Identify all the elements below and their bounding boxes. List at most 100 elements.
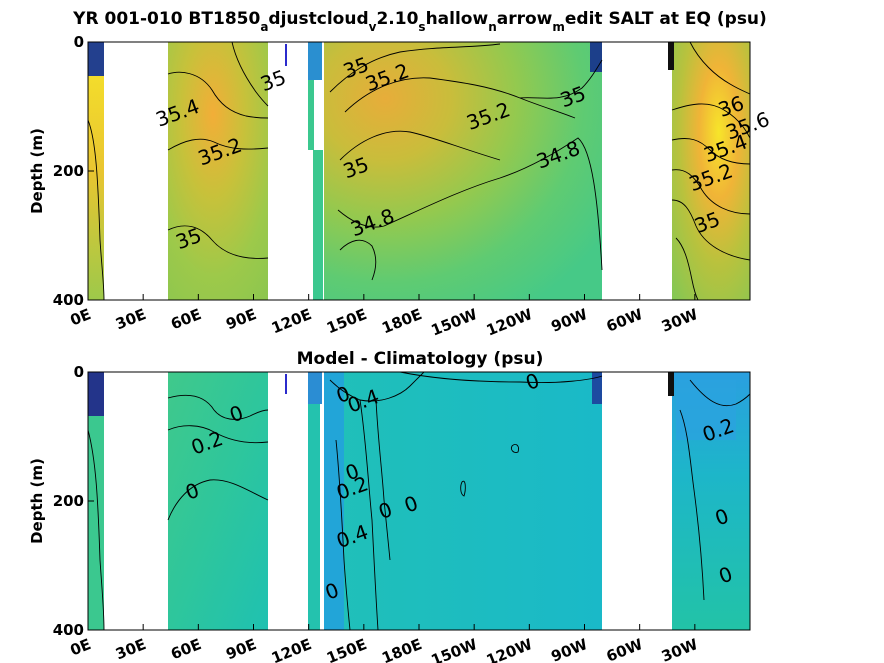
x-tick-label: 180E (379, 305, 424, 337)
contour-35-pac (339, 130, 501, 161)
diff-feature-5 (285, 374, 287, 394)
x-tick-label: 150E (324, 305, 369, 337)
x-tick-label: 30W (659, 635, 701, 663)
contour-35.2-pac (344, 77, 576, 119)
coastal-fresh-feature (88, 42, 104, 76)
coastal-fresh-feature-2 (308, 42, 322, 80)
x-tick-label: 90E (223, 305, 259, 333)
field-strait-strip (308, 372, 314, 630)
salinity-x-ticks: 0E 30E 60E 90E 120E 150E 180E 150W 120W 90W 60W 30W (68, 294, 701, 340)
x-tick-label: 30W (659, 305, 701, 336)
contour-pac-finger-2 (375, 399, 391, 561)
diff-feature-4 (668, 372, 674, 396)
x-tick-label: 30E (113, 305, 149, 333)
title-subscript: n (488, 20, 497, 34)
contour-pac-finger-3 (335, 439, 351, 631)
x-tick-label: 30E (113, 635, 149, 663)
x-tick-label: 120W (484, 305, 536, 340)
title-segment: YR 001-010 BT1850 (72, 9, 260, 29)
contour-35-io (231, 41, 269, 107)
contour-atl-35.2 (671, 199, 751, 261)
field-pacific-ocean (324, 42, 602, 300)
title-subscript: s (418, 20, 425, 34)
contour-34.8-pac (337, 137, 603, 271)
contour-atl-0.2 (679, 409, 705, 601)
y-tick-label: 200 (53, 162, 84, 180)
x-tick-label: 180E (379, 635, 424, 663)
difference-panel-title: Model - Climatology (psu) (297, 349, 544, 369)
x-tick-label: 90E (223, 635, 259, 663)
contour-pac-0.4 (329, 371, 425, 402)
coastal-fresh-feature-3 (590, 42, 602, 72)
difference-y-ticks: 0 200 400 (53, 363, 94, 639)
title-segment: djustcloud (268, 9, 368, 29)
y-tick-label: 0 (74, 33, 84, 51)
contour-io-west (87, 429, 105, 631)
y-tick-label: 200 (53, 492, 84, 510)
x-tick-label: 60E (168, 635, 204, 663)
land-mask-strip (320, 372, 324, 630)
contour-atl-35.4 (671, 169, 751, 215)
contour-35.2-io (167, 138, 269, 151)
contour-pac-small-a (511, 443, 519, 453)
difference-y-label: Depth (m) (28, 458, 46, 544)
x-tick-label: 60E (168, 305, 204, 333)
field-strait-strip-b (313, 150, 323, 300)
diff-feature-3 (592, 372, 602, 404)
contour-atl-top (689, 41, 751, 95)
x-tick-label: 120E (269, 305, 314, 337)
y-tick-label: 0 (74, 363, 84, 381)
contour-atl-35.6 (671, 138, 751, 165)
x-tick-label: 120E (269, 635, 314, 663)
contour-34.8-pac-deep (339, 239, 377, 281)
contour-atl-36 (671, 103, 751, 139)
salinity-field (88, 42, 750, 300)
contour-pac-finger (359, 399, 379, 631)
diff-feature (88, 372, 104, 416)
contour-35-pac-top (329, 43, 501, 93)
salinity-contours (87, 41, 751, 301)
diff-feature-2 (308, 372, 322, 404)
x-tick-label: 90W (549, 305, 591, 336)
title-segment: hallow (426, 9, 489, 29)
contour-atl-0 (689, 379, 751, 407)
difference-contours (87, 371, 751, 631)
x-tick-label: 60W (604, 305, 646, 336)
field-pacific-west-band (324, 372, 344, 630)
field-indian-ocean (168, 42, 268, 300)
title-subscript: m (552, 20, 565, 34)
contour-35.4-io (167, 71, 269, 119)
contour-io-west (87, 119, 105, 301)
coastal-fresh-feature-4 (668, 42, 674, 70)
contour-pac-small-b (460, 480, 466, 497)
field-strait-strip-b (313, 372, 323, 630)
coastal-fresh-feature-5 (285, 44, 287, 66)
x-tick-label: 120W (484, 635, 536, 663)
title-segment: 2.10 (376, 9, 418, 29)
difference-panel: Model - Climatology (psu) (28, 349, 751, 663)
x-tick-label: 90W (549, 635, 591, 663)
contour-pac-inner (519, 59, 603, 99)
x-tick-label: 60W (604, 635, 646, 663)
salinity-panel: YR 001-010 BT1850adjustcloudv2.10shallow… (28, 9, 773, 340)
salinity-y-label: Depth (m) (28, 128, 46, 214)
x-tick-label: 150W (429, 305, 481, 340)
contour-35-io-deep (167, 225, 269, 259)
y-tick-label: 400 (53, 291, 84, 309)
salinity-panel-title: YR 001-010 BT1850adjustcloudv2.10shallow… (72, 9, 767, 34)
land-mask-strip (320, 42, 324, 122)
y-tick-label: 400 (53, 621, 84, 639)
contour-0-io (167, 394, 269, 420)
contour-0-io-deep (167, 479, 269, 521)
title-subscript: a (260, 20, 268, 34)
contour-0.2-io (167, 425, 269, 444)
contour-pac-0 (399, 371, 603, 383)
field-strait-strip-a (308, 42, 314, 150)
field-indian-ocean (168, 372, 268, 630)
difference-field (88, 372, 750, 630)
salinity-y-ticks: 0 200 400 (53, 33, 94, 309)
x-tick-label: 150W (429, 635, 481, 663)
title-segment: arrow (497, 9, 553, 29)
